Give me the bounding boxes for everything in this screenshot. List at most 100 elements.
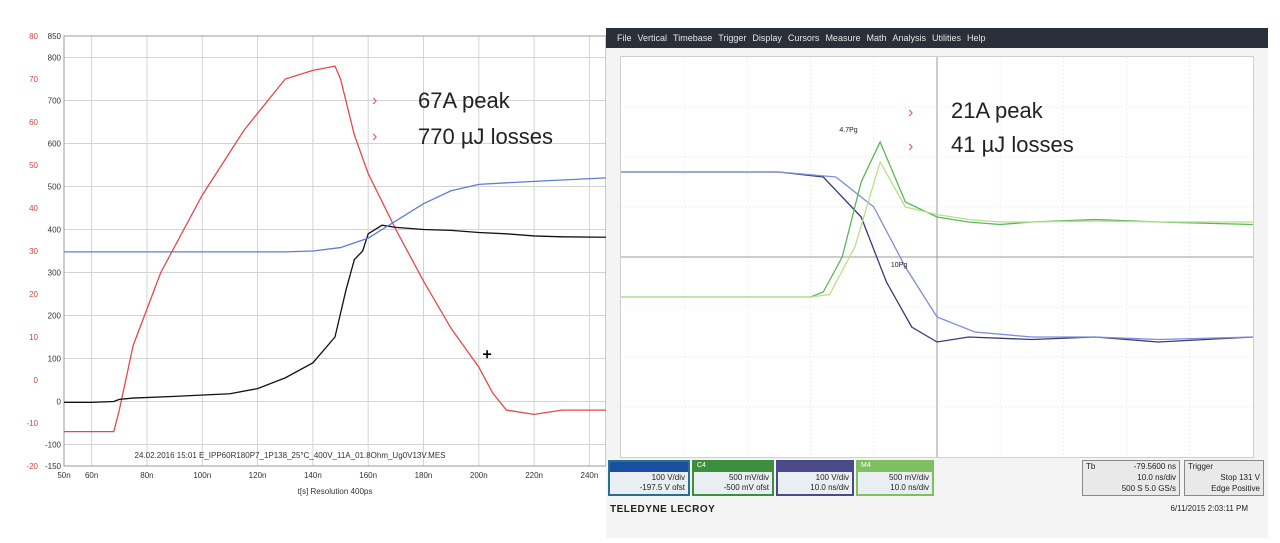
y-tick-label-left: 50 — [29, 161, 38, 170]
menu-item-help[interactable]: Help — [967, 33, 986, 43]
oscilloscope-window: File Vertical Timebase Trigger Display Cursor… — [606, 28, 1268, 538]
scope-trace-3 — [621, 160, 1253, 298]
annotation-losses-right: 41 µJ losses — [951, 132, 1074, 157]
menu-item-cursors[interactable]: Cursors — [787, 33, 820, 43]
channel-header: C4 — [694, 462, 772, 472]
y-tick-label-right: 0 — [57, 398, 62, 407]
bullet-icon: › — [908, 104, 914, 121]
y-tick-label-right: 100 — [48, 355, 62, 364]
scope-screen: 4.7Pg 10Pg — [620, 56, 1254, 458]
scope-datetime: 6/11/2015 2:03:11 PM — [1170, 504, 1248, 513]
x-tick-label: 80n — [140, 471, 153, 480]
x-tick-label: 200n — [470, 471, 488, 480]
y-tick-label-right: 800 — [48, 54, 62, 63]
bullet-icon: › — [372, 128, 378, 145]
y-tick-label-left: 30 — [29, 247, 38, 256]
left-measurement-plot: 50n 60n 80n 100n 120n 140n 160n 180n 200n 220n 240… — [0, 0, 612, 538]
scope-trace-2 — [621, 140, 1254, 298]
menu-item-vertical[interactable]: Vertical — [637, 33, 668, 43]
bullet-icon: › — [908, 138, 914, 155]
y-tick-label-left: -10 — [26, 419, 38, 428]
menu-item-analysis[interactable]: Analysis — [892, 33, 926, 43]
channel-box-m4[interactable]: M4 500 mV/div 10.0 ns/div — [856, 460, 934, 496]
channel-scale: 100 V/div — [815, 473, 849, 482]
timebase-label: Tb — [1086, 462, 1096, 471]
series-line-0 — [64, 65, 606, 433]
annotation-peak-right: 21A peak — [951, 98, 1043, 123]
channel-tag: C4 — [697, 462, 706, 469]
y-tick-label-right: -100 — [45, 441, 62, 450]
y-tick-label-left: 70 — [29, 75, 38, 84]
trigger-box[interactable]: Trigger Stop 131 V Edge Positive — [1184, 460, 1264, 496]
y-tick-label-left: 80 — [29, 32, 38, 41]
menu-item-file[interactable]: File — [617, 33, 632, 43]
timebase-box[interactable]: Tb -79.5600 ns 10.0 ns/div 500 S 5.0 GS/… — [1082, 460, 1180, 496]
y-tick-label-left: 0 — [34, 376, 39, 385]
y-tick-label-right: 400 — [48, 226, 62, 235]
menu-item-math[interactable]: Math — [866, 33, 887, 43]
x-tick-label: 240n — [581, 471, 599, 480]
bullet-icon: › — [372, 92, 378, 109]
x-tick-label: 60n — [85, 471, 98, 480]
brand-logo-text: TELEDYNE LECROY — [610, 504, 716, 515]
y-tick-label-left: -20 — [26, 462, 38, 471]
scope-menubar: File Vertical Timebase Trigger Display Cursor… — [606, 28, 1268, 48]
series-line-1 — [64, 224, 607, 404]
menu-item-display[interactable]: Display — [752, 33, 782, 43]
channel-box-m3[interactable]: 100 V/div 10.0 ns/div — [776, 460, 854, 496]
annotation-losses-left: 770 µJ losses — [418, 124, 553, 149]
y-tick-label-right: 700 — [48, 97, 62, 106]
channel-offset: -500 mV ofst — [723, 483, 769, 492]
channel-timebase: 10.0 ns/div — [810, 483, 849, 492]
x-tick-label: 100n — [193, 471, 211, 480]
cursor-marker — [483, 350, 492, 359]
trigger-row: Stop 131 V — [1220, 473, 1260, 482]
timebase-value: -79.5600 ns — [1133, 462, 1176, 471]
x-tick-label: 140n — [304, 471, 322, 480]
trigger-row: Edge Positive — [1211, 484, 1260, 493]
menu-item-utilities[interactable]: Utilities — [931, 33, 961, 43]
timebase-row: 500 S 5.0 GS/s — [1121, 484, 1176, 493]
scope-chart-svg: 4.7Pg 10Pg — [621, 57, 1254, 457]
x-axis-label: t[s] Resolution 400ps — [298, 487, 373, 496]
y-tick-label-left: 40 — [29, 204, 38, 213]
plot-footer: 24.02.2016 15:01 E_IPP60R180P7_1P138_25°… — [135, 451, 446, 460]
channel-offset: -197.5 V ofst — [639, 483, 685, 492]
x-tick-label: 50n — [57, 471, 70, 480]
y-tick-label-right: -150 — [45, 462, 62, 471]
y-tick-label-left: 10 — [29, 333, 38, 342]
timebase-row: 10.0 ns/div — [1137, 473, 1176, 482]
channel-scale: 500 mV/div — [728, 473, 769, 482]
scope-marker-label: 10Pg — [891, 262, 907, 269]
y-tick-label-left: 60 — [29, 118, 38, 127]
scope-trace-1 — [621, 171, 1254, 341]
channel-header: M4 — [858, 462, 932, 472]
y-tick-label-right: 200 — [48, 312, 62, 321]
x-tick-label: 180n — [415, 471, 433, 480]
scope-menu: File Vertical Timebase Trigger Display Cursor… — [614, 28, 989, 48]
channel-header — [610, 462, 688, 472]
left-chart-svg: 50n 60n 80n 100n 120n 140n 160n 180n 200n 220n 240… — [26, 32, 607, 496]
x-tick-label: 160n — [359, 471, 377, 480]
channel-timebase: 10.0 ns/div — [890, 483, 929, 492]
channel-tag: M4 — [861, 462, 871, 469]
y-tick-label-right: 850 — [48, 32, 62, 41]
scope-marker-label: 4.7Pg — [839, 127, 857, 134]
channel-box-c3[interactable]: 100 V/div -197.5 V ofst — [608, 460, 690, 496]
y-tick-label-right: 600 — [48, 140, 62, 149]
trigger-label: Trigger — [1188, 462, 1214, 471]
x-tick-label: 120n — [249, 471, 267, 480]
channel-scale: 100 V/div — [651, 473, 685, 482]
channel-scale: 500 mV/div — [888, 473, 929, 482]
menu-item-measure[interactable]: Measure — [825, 33, 861, 43]
y-tick-label-right: 500 — [48, 183, 62, 192]
channel-box-c4[interactable]: C4 500 mV/div -500 mV ofst — [692, 460, 774, 496]
y-tick-label-left: 20 — [29, 290, 38, 299]
series-line-2 — [64, 177, 607, 253]
menu-item-trigger[interactable]: Trigger — [718, 33, 747, 43]
y-tick-label-right: 300 — [48, 269, 62, 278]
channel-header — [778, 462, 852, 472]
x-tick-label: 220n — [525, 471, 543, 480]
annotation-peak-left: 67A peak — [418, 88, 510, 113]
menu-item-timebase[interactable]: Timebase — [673, 33, 713, 43]
